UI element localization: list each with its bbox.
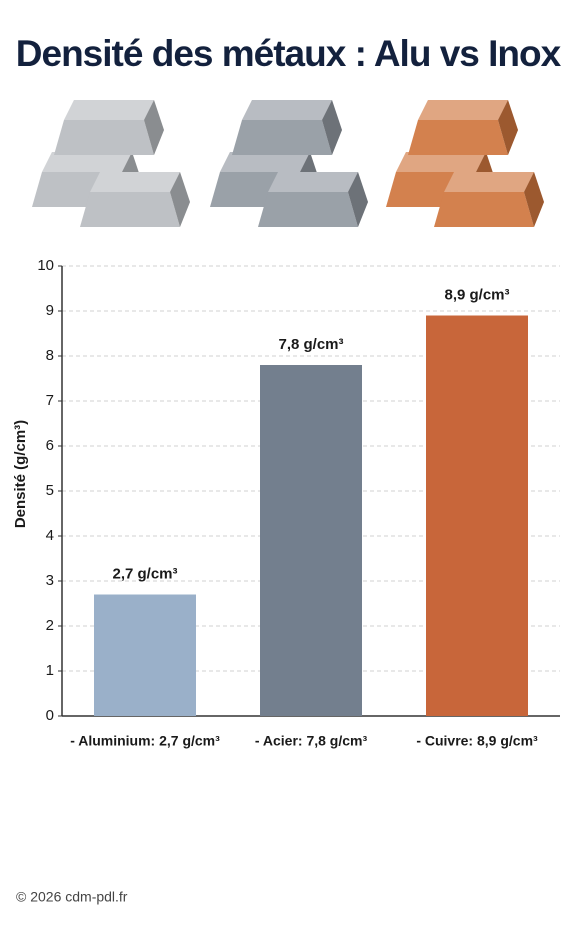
y-tick-label: 0 [46,707,54,724]
x-tick-label: - Acier: 7,8 g/cm³ [255,733,368,749]
ingot-illustrations [32,100,544,227]
y-axis-label: Densité (g/cm³) [12,420,29,528]
y-tick-label: 6 [46,437,54,454]
footer: © 2026 cdm-pdl.fr [16,889,128,905]
steel-ingots [210,100,368,227]
y-tick-label: 7 [46,392,54,409]
y-tick-label: 5 [46,482,54,499]
copper-ingots [386,100,544,227]
bar [94,594,196,716]
y-tick-label: 10 [37,257,54,274]
y-tick-label: 3 [46,572,54,589]
x-tick-label: - Aluminium: 2,7 g/cm³ [70,733,220,749]
bar [426,315,528,716]
chart-title: Densité des métaux : Alu vs Inox [16,33,562,74]
value-label: 2,7 g/cm³ [112,565,177,582]
y-tick-label: 8 [46,347,54,364]
y-tick-label: 9 [46,302,54,319]
y-tick-label: 2 [46,617,54,634]
aluminium-ingots [32,100,190,227]
value-label: 8,9 g/cm³ [444,286,509,303]
x-tick-label: - Cuivre: 8,9 g/cm³ [416,733,538,749]
y-tick-label: 1 [46,662,54,679]
value-label: 7,8 g/cm³ [278,336,343,353]
bar [260,365,362,716]
y-tick-label: 4 [46,527,54,544]
